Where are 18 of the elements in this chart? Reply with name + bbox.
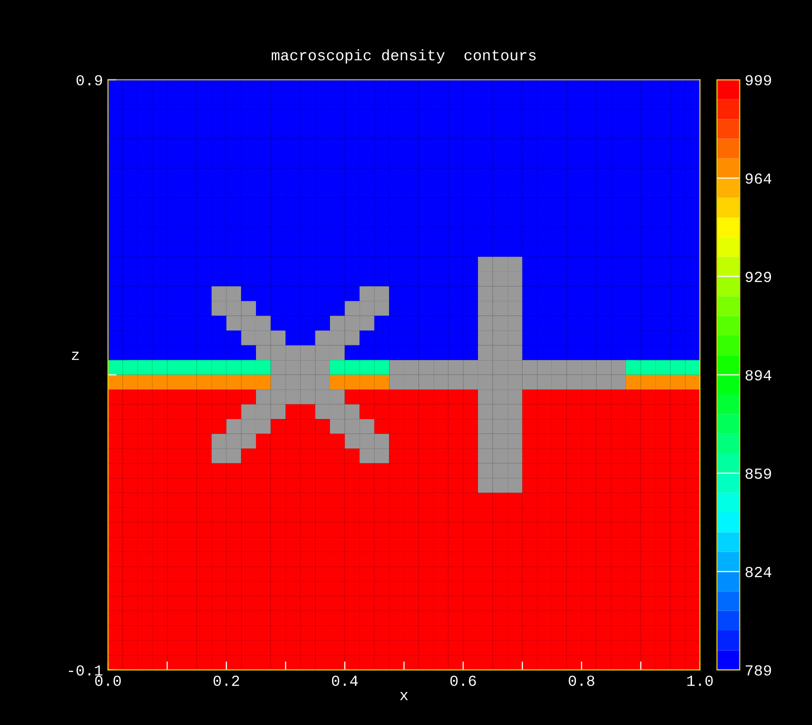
- x-tick-label: 0.2: [214, 676, 240, 686]
- color-bar-label: 894: [746, 370, 772, 381]
- color-bar-label: 999: [746, 75, 772, 86]
- chart-title: macroscopic density contours: [272, 49, 536, 64]
- x-tick-label: 0.6: [450, 676, 476, 686]
- y-tick-label: 0.9: [76, 75, 102, 86]
- x-tick-label: 1.0: [687, 676, 713, 686]
- x-tick-label: 0.8: [568, 676, 594, 686]
- color-bar-label: 789: [746, 665, 772, 676]
- x-tick-label: 0.0: [95, 676, 121, 686]
- y-axis-title: z: [72, 352, 79, 360]
- x-axis-title: x: [400, 692, 408, 700]
- y-tick-label: -0.1: [68, 665, 102, 676]
- color-bar-label: 964: [746, 173, 772, 184]
- color-bar-label: 859: [746, 468, 772, 479]
- color-bar-label: 929: [746, 272, 772, 282]
- color-bar-label: 824: [746, 566, 772, 578]
- x-tick-label: 0.4: [332, 676, 358, 686]
